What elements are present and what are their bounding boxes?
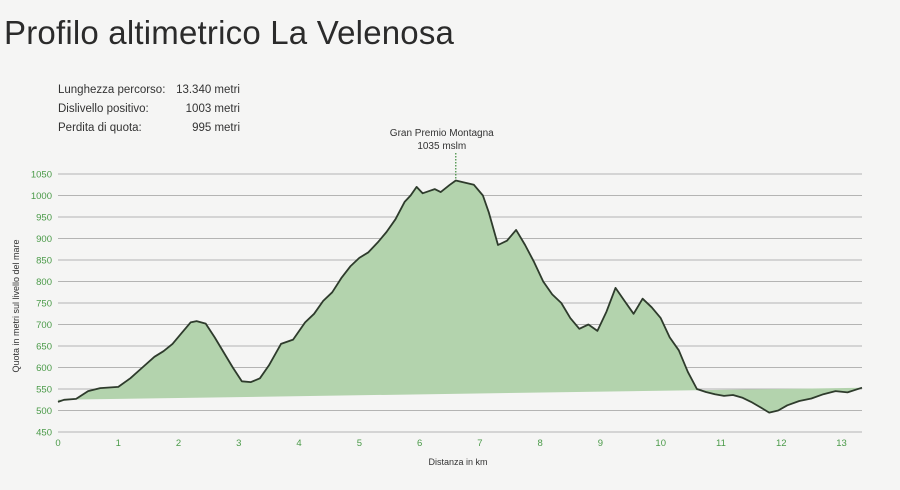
x-tick-label: 13 xyxy=(836,438,847,449)
y-tick-label: 700 xyxy=(36,320,52,331)
elevation-line xyxy=(57,179,863,414)
x-tick-label: 3 xyxy=(236,438,241,449)
stat-ascent-value: 1003 metri xyxy=(185,103,240,115)
elevation-area xyxy=(58,180,862,413)
x-axis-ticks: 0 1 2 3 4 5 6 7 8 9 10 11 12 13 xyxy=(55,438,846,449)
stat-ascent-label: Dislivello positivo: xyxy=(58,103,149,115)
stat-length-label: Lunghezza percorso: xyxy=(58,84,166,96)
x-tick-label: 5 xyxy=(357,438,362,449)
x-tick-label: 10 xyxy=(655,438,666,449)
x-tick-label: 4 xyxy=(296,438,301,449)
stat-row: Dislivello positivo: 1003 metri xyxy=(58,100,240,119)
summit-label: Gran Premio Montagna xyxy=(390,128,494,139)
route-stats: Lunghezza percorso: 13.340 metri Dislive… xyxy=(58,81,240,138)
y-tick-label: 750 xyxy=(36,299,52,310)
x-tick-label: 9 xyxy=(598,438,603,449)
x-tick-label: 1 xyxy=(116,438,121,449)
y-tick-label: 1000 xyxy=(31,191,52,202)
y-tick-label: 450 xyxy=(36,428,52,439)
y-tick-label: 950 xyxy=(36,213,52,224)
y-tick-label: 900 xyxy=(36,234,52,245)
stat-descent-label: Perdita di quota: xyxy=(58,122,142,134)
stat-row: Perdita di quota: 995 metri xyxy=(58,119,240,138)
y-axis-ticks: 450 500 550 600 650 700 750 800 850 900 950 1000 105… xyxy=(31,170,52,439)
stat-length-value: 13.340 metri xyxy=(176,84,240,96)
y-tick-label: 1050 xyxy=(31,170,52,181)
x-tick-label: 0 xyxy=(55,438,60,449)
summit-elevation-label: 1035 mslm xyxy=(417,141,466,152)
x-tick-label: 6 xyxy=(417,438,422,449)
x-tick-label: 7 xyxy=(477,438,482,449)
stat-descent-value: 995 metri xyxy=(192,122,240,134)
x-tick-label: 11 xyxy=(716,438,726,449)
x-tick-label: 2 xyxy=(176,438,181,449)
x-tick-label: 8 xyxy=(538,438,543,449)
y-axis-title: Quota in metri sul livello del mare xyxy=(11,239,21,372)
y-tick-label: 850 xyxy=(36,256,52,267)
x-tick-label: 12 xyxy=(776,438,787,449)
stat-row: Lunghezza percorso: 13.340 metri xyxy=(58,81,240,100)
y-tick-label: 800 xyxy=(36,277,52,288)
y-tick-label: 500 xyxy=(36,406,52,417)
y-tick-label: 550 xyxy=(36,385,52,396)
x-axis-title: Distanza in km xyxy=(428,457,487,467)
y-tick-label: 650 xyxy=(36,342,52,353)
page-title: Profilo altimetrico La Velenosa xyxy=(4,14,455,51)
y-tick-label: 600 xyxy=(36,363,52,374)
